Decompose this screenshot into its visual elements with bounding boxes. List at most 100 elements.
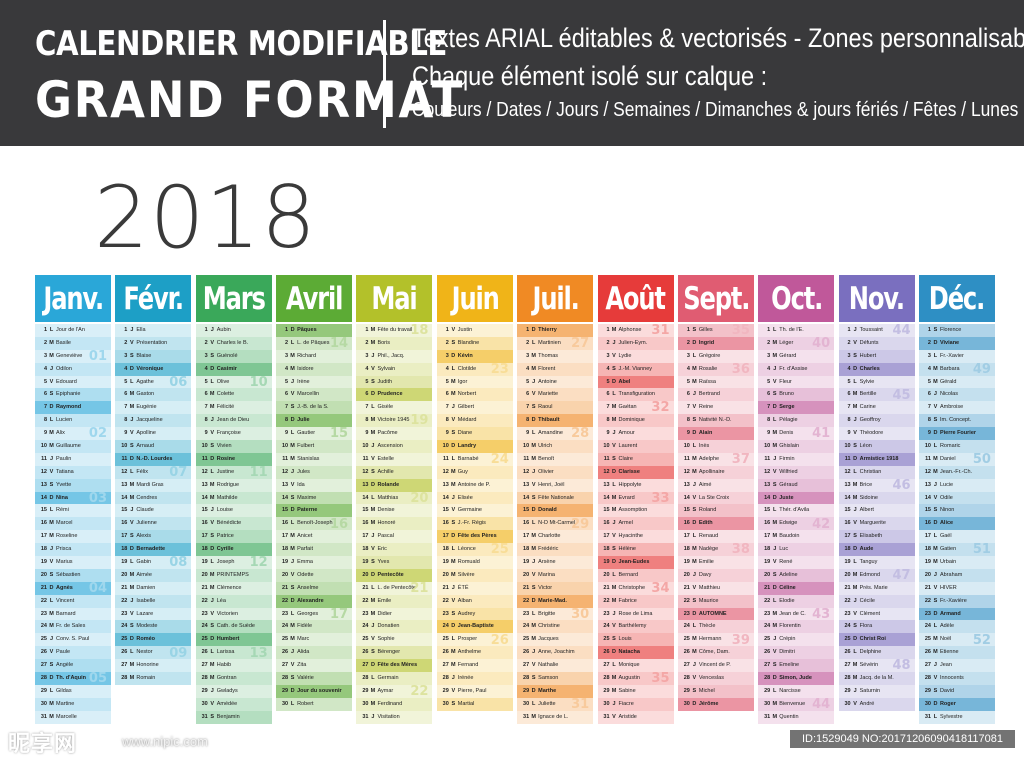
day-letter: V [130, 610, 134, 617]
day-fete: Ninon [939, 507, 955, 514]
day-number: 23 [603, 610, 610, 617]
day-letter: M [129, 391, 135, 398]
day-letter: M [611, 687, 617, 694]
day-row: 18 M Frédéric [517, 543, 594, 557]
day-letter: L [853, 649, 857, 656]
day-letter: S [692, 417, 697, 424]
day-row: 31 M Ignace de L. [517, 710, 594, 724]
day-fete: J.-Fr. Régis [457, 520, 486, 527]
month-column: Oct. 1 L Th. de l'E. 2 M Léger 3 M Gérard 4 J Fr. d'… [758, 275, 835, 740]
day-row: 18 D Bernadette [115, 543, 192, 557]
day-letter: M [852, 481, 858, 488]
day-number: 7 [204, 404, 208, 411]
day-letter: V [692, 404, 697, 411]
day-row: 19 L Tanguy [838, 556, 915, 569]
month-title: Mai [356, 275, 433, 322]
month-column: Janv. 1 L Jour de l'An 2 M Basile 3 M Geneviève 4 J… [35, 275, 111, 740]
day-letter: M [531, 533, 536, 540]
day-fete: Edith [698, 520, 713, 527]
day-row: 10 S Léon [838, 440, 915, 453]
day-row: 24 L Adèle [918, 620, 995, 634]
day-fete: Cécile [859, 597, 875, 604]
week-number: 35 [651, 671, 670, 687]
day-number: 26 [924, 649, 931, 656]
day-row: 24 S Cath. de Suède [195, 620, 272, 634]
day-row: 20 M Aimée [115, 568, 192, 582]
day-fete: Pacôme [377, 430, 398, 437]
day-fete: Evrard [618, 494, 635, 501]
day-letter: S [130, 443, 134, 450]
day-row: 25 D Humbert [195, 633, 272, 647]
day-row: 26 V Paule [35, 646, 111, 660]
day-row: 20 M PRINTEMPS [195, 568, 272, 582]
day-fete: Denise [377, 507, 395, 514]
day-row: 21 M Prés. Marie [838, 581, 915, 595]
month-days: 1 L Jour de l'An 2 M Basile 3 M Geneviève 4 J Odilo… [35, 322, 111, 724]
day-letter: J [853, 597, 857, 604]
day-row: 18 D Aude [838, 543, 915, 557]
day-row: 14 M Evrard [597, 491, 674, 505]
day-fete: Pâques [297, 327, 317, 333]
day-number: 30 [442, 700, 449, 707]
day-number: 24 [40, 623, 47, 630]
day-letter: J [773, 455, 777, 462]
day-letter: M [370, 700, 376, 707]
day-letter: D [692, 700, 697, 707]
day-letter: J [210, 597, 214, 604]
day-number: 14 [40, 494, 47, 501]
day-number: 6 [526, 391, 530, 398]
day-row: 6 V Mariette [517, 388, 594, 402]
week-number: 19 [410, 413, 429, 429]
week-number: 38 [731, 542, 750, 558]
day-row: 12 L Félix [115, 465, 192, 479]
day-fete: Pascal [377, 533, 394, 540]
day-row: 14 V Odile [918, 491, 995, 505]
day-row: 5 V Fleur [758, 375, 835, 389]
day-letter: J [853, 417, 857, 424]
day-row: 3 J Phil., Jacq. [356, 349, 433, 363]
day-fete: Louise [216, 507, 233, 514]
day-letter: S [130, 623, 134, 630]
day-fete: Juliette [538, 700, 556, 707]
banner-title: CALENDRIER MODIFIABLE GRAND FORMAT [35, 22, 462, 128]
day-number: 6 [686, 391, 690, 398]
day-fete: Gaël [939, 533, 952, 540]
day-number: 5 [847, 378, 851, 385]
day-row: 23 L Georges [276, 607, 353, 621]
day-fete: Pierre Fourier [939, 430, 977, 437]
day-fete: Ella [136, 327, 146, 333]
day-letter: V [371, 546, 375, 553]
day-fete: Achille [377, 468, 394, 475]
month-column: Juin 1 V Justin 2 S Blandine 3 D Kévin 4 L Clotilde 5… [436, 275, 513, 740]
day-fete: Ghislain [779, 443, 800, 450]
day-letter: M [49, 623, 54, 630]
day-row: 4 M Rosalie [677, 362, 754, 376]
day-row: 29 J Gwladys [195, 684, 272, 698]
day-number: 10 [442, 443, 449, 450]
day-fete: Clémence [216, 584, 242, 591]
week-number: 15 [329, 426, 349, 442]
day-row: 18 D Cyrille [195, 543, 272, 557]
day-row: 21 M Damien [115, 581, 192, 595]
month-days: 1 S Florence 2 D Viviane 3 L Fr.-Xavier 4 M Barbara… [918, 322, 995, 724]
month-name: Avril [285, 280, 343, 317]
week-number: 43 [812, 606, 831, 622]
day-fete: Th. de l'E. [779, 327, 804, 333]
day-number: 12 [201, 468, 208, 475]
day-number: 31 [523, 713, 530, 720]
day-fete: N-D Mt-Carmel [538, 520, 576, 527]
day-row: 31 M Marcelle [35, 710, 111, 724]
week-number: 31 [571, 697, 590, 713]
day-letter: L [49, 327, 54, 333]
day-row: 29 D Jour du souvenir [276, 684, 353, 698]
day-fete: Fête des Mères [377, 662, 418, 669]
day-fete: Marius [56, 559, 73, 566]
day-number: 29 [523, 687, 530, 694]
day-letter: L [933, 623, 938, 630]
day-fete: Elisabeth [859, 533, 883, 540]
day-row: 25 J Crépin [758, 633, 835, 647]
day-number: 19 [924, 559, 931, 566]
day-number: 21 [442, 584, 449, 591]
day-fete: Hermann [698, 636, 722, 643]
day-letter: M [611, 494, 617, 501]
